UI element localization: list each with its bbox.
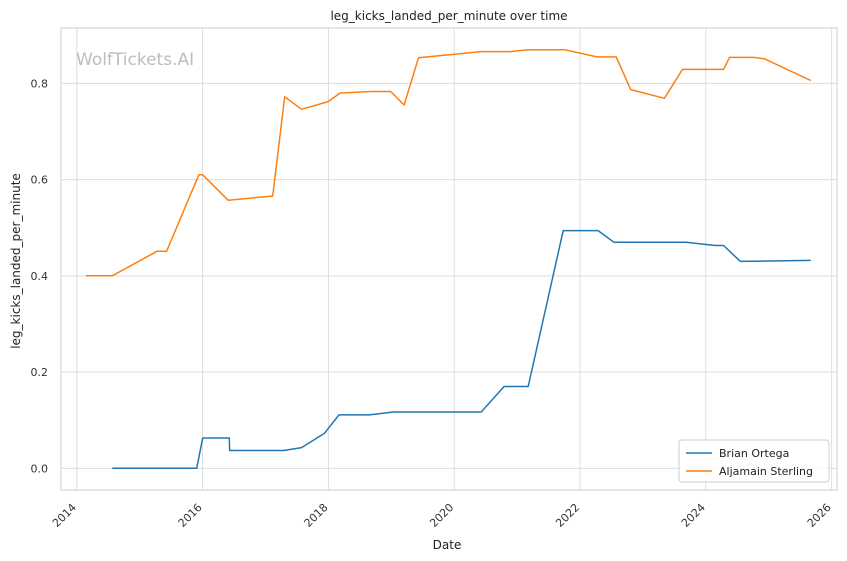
x-tick-label: 2018 [302,501,331,530]
series-layer [85,48,812,470]
x-tick-label: 2024 [679,501,708,530]
y-tick-label: 0.4 [31,270,49,283]
series-line-brian-ortega [112,229,811,470]
y-axis-ticks: 0.0 0.2 0.4 0.6 0.8 [31,77,49,475]
x-axis-ticks: 2014 2016 2018 2020 2022 2024 2026 [50,501,834,530]
y-tick-label: 0.8 [31,77,49,90]
legend-label-brian-ortega: Brian Ortega [719,447,789,460]
legend-box [678,439,830,483]
watermark: WolfTickets.AI [76,50,194,70]
plot-background [60,27,838,491]
y-axis-title: leg_kicks_landed_per_minute [9,173,23,349]
x-tick-label: 2026 [805,501,834,530]
y-tick-label: 0.2 [31,366,49,379]
x-tick-label: 2020 [427,501,456,530]
y-tick-label: 0.6 [31,174,49,187]
y-tick-label: 0.0 [31,462,49,475]
x-tick-label: 2014 [50,501,79,530]
series-line-aljamain-sterling [85,48,812,277]
x-axis-title: Date [433,538,462,552]
x-tick-label: 2022 [553,501,582,530]
chart-title: leg_kicks_landed_per_minute over time [330,9,567,23]
grid [61,28,837,490]
legend: Brian Ortega Aljamain Sterling [678,439,830,483]
x-tick-label: 2016 [176,501,205,530]
legend-label-aljamain-sterling: Aljamain Sterling [719,465,813,478]
